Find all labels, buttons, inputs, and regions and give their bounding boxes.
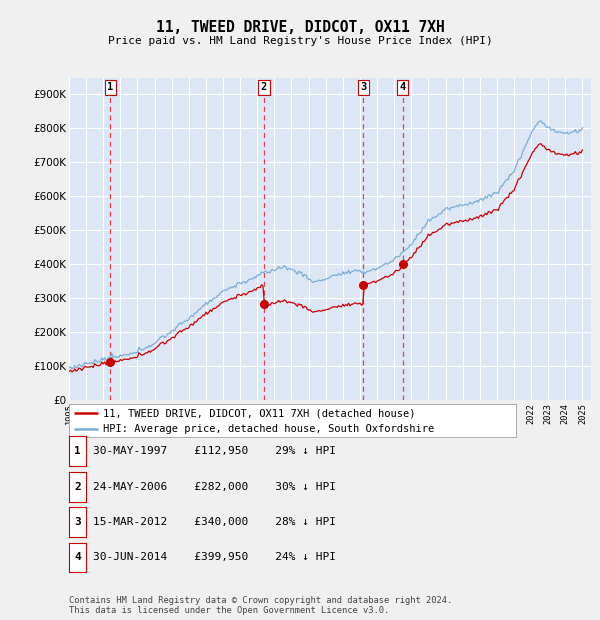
Text: 24-MAY-2006    £282,000    30% ↓ HPI: 24-MAY-2006 £282,000 30% ↓ HPI	[93, 482, 336, 492]
Text: HPI: Average price, detached house, South Oxfordshire: HPI: Average price, detached house, Sout…	[103, 424, 434, 434]
Text: Price paid vs. HM Land Registry's House Price Index (HPI): Price paid vs. HM Land Registry's House …	[107, 36, 493, 46]
Text: 3: 3	[360, 82, 367, 92]
Text: 30-JUN-2014    £399,950    24% ↓ HPI: 30-JUN-2014 £399,950 24% ↓ HPI	[93, 552, 336, 562]
Text: 1: 1	[107, 82, 113, 92]
Text: 2: 2	[74, 482, 81, 492]
Text: 4: 4	[400, 82, 406, 92]
Text: Contains HM Land Registry data © Crown copyright and database right 2024.
This d: Contains HM Land Registry data © Crown c…	[69, 596, 452, 615]
Text: 4: 4	[74, 552, 81, 562]
Text: 30-MAY-1997    £112,950    29% ↓ HPI: 30-MAY-1997 £112,950 29% ↓ HPI	[93, 446, 336, 456]
Text: 11, TWEED DRIVE, DIDCOT, OX11 7XH: 11, TWEED DRIVE, DIDCOT, OX11 7XH	[155, 20, 445, 35]
Text: 1: 1	[74, 446, 81, 456]
Text: 2: 2	[261, 82, 267, 92]
Text: 15-MAR-2012    £340,000    28% ↓ HPI: 15-MAR-2012 £340,000 28% ↓ HPI	[93, 517, 336, 527]
Text: 3: 3	[74, 517, 81, 527]
Text: 11, TWEED DRIVE, DIDCOT, OX11 7XH (detached house): 11, TWEED DRIVE, DIDCOT, OX11 7XH (detac…	[103, 408, 415, 418]
